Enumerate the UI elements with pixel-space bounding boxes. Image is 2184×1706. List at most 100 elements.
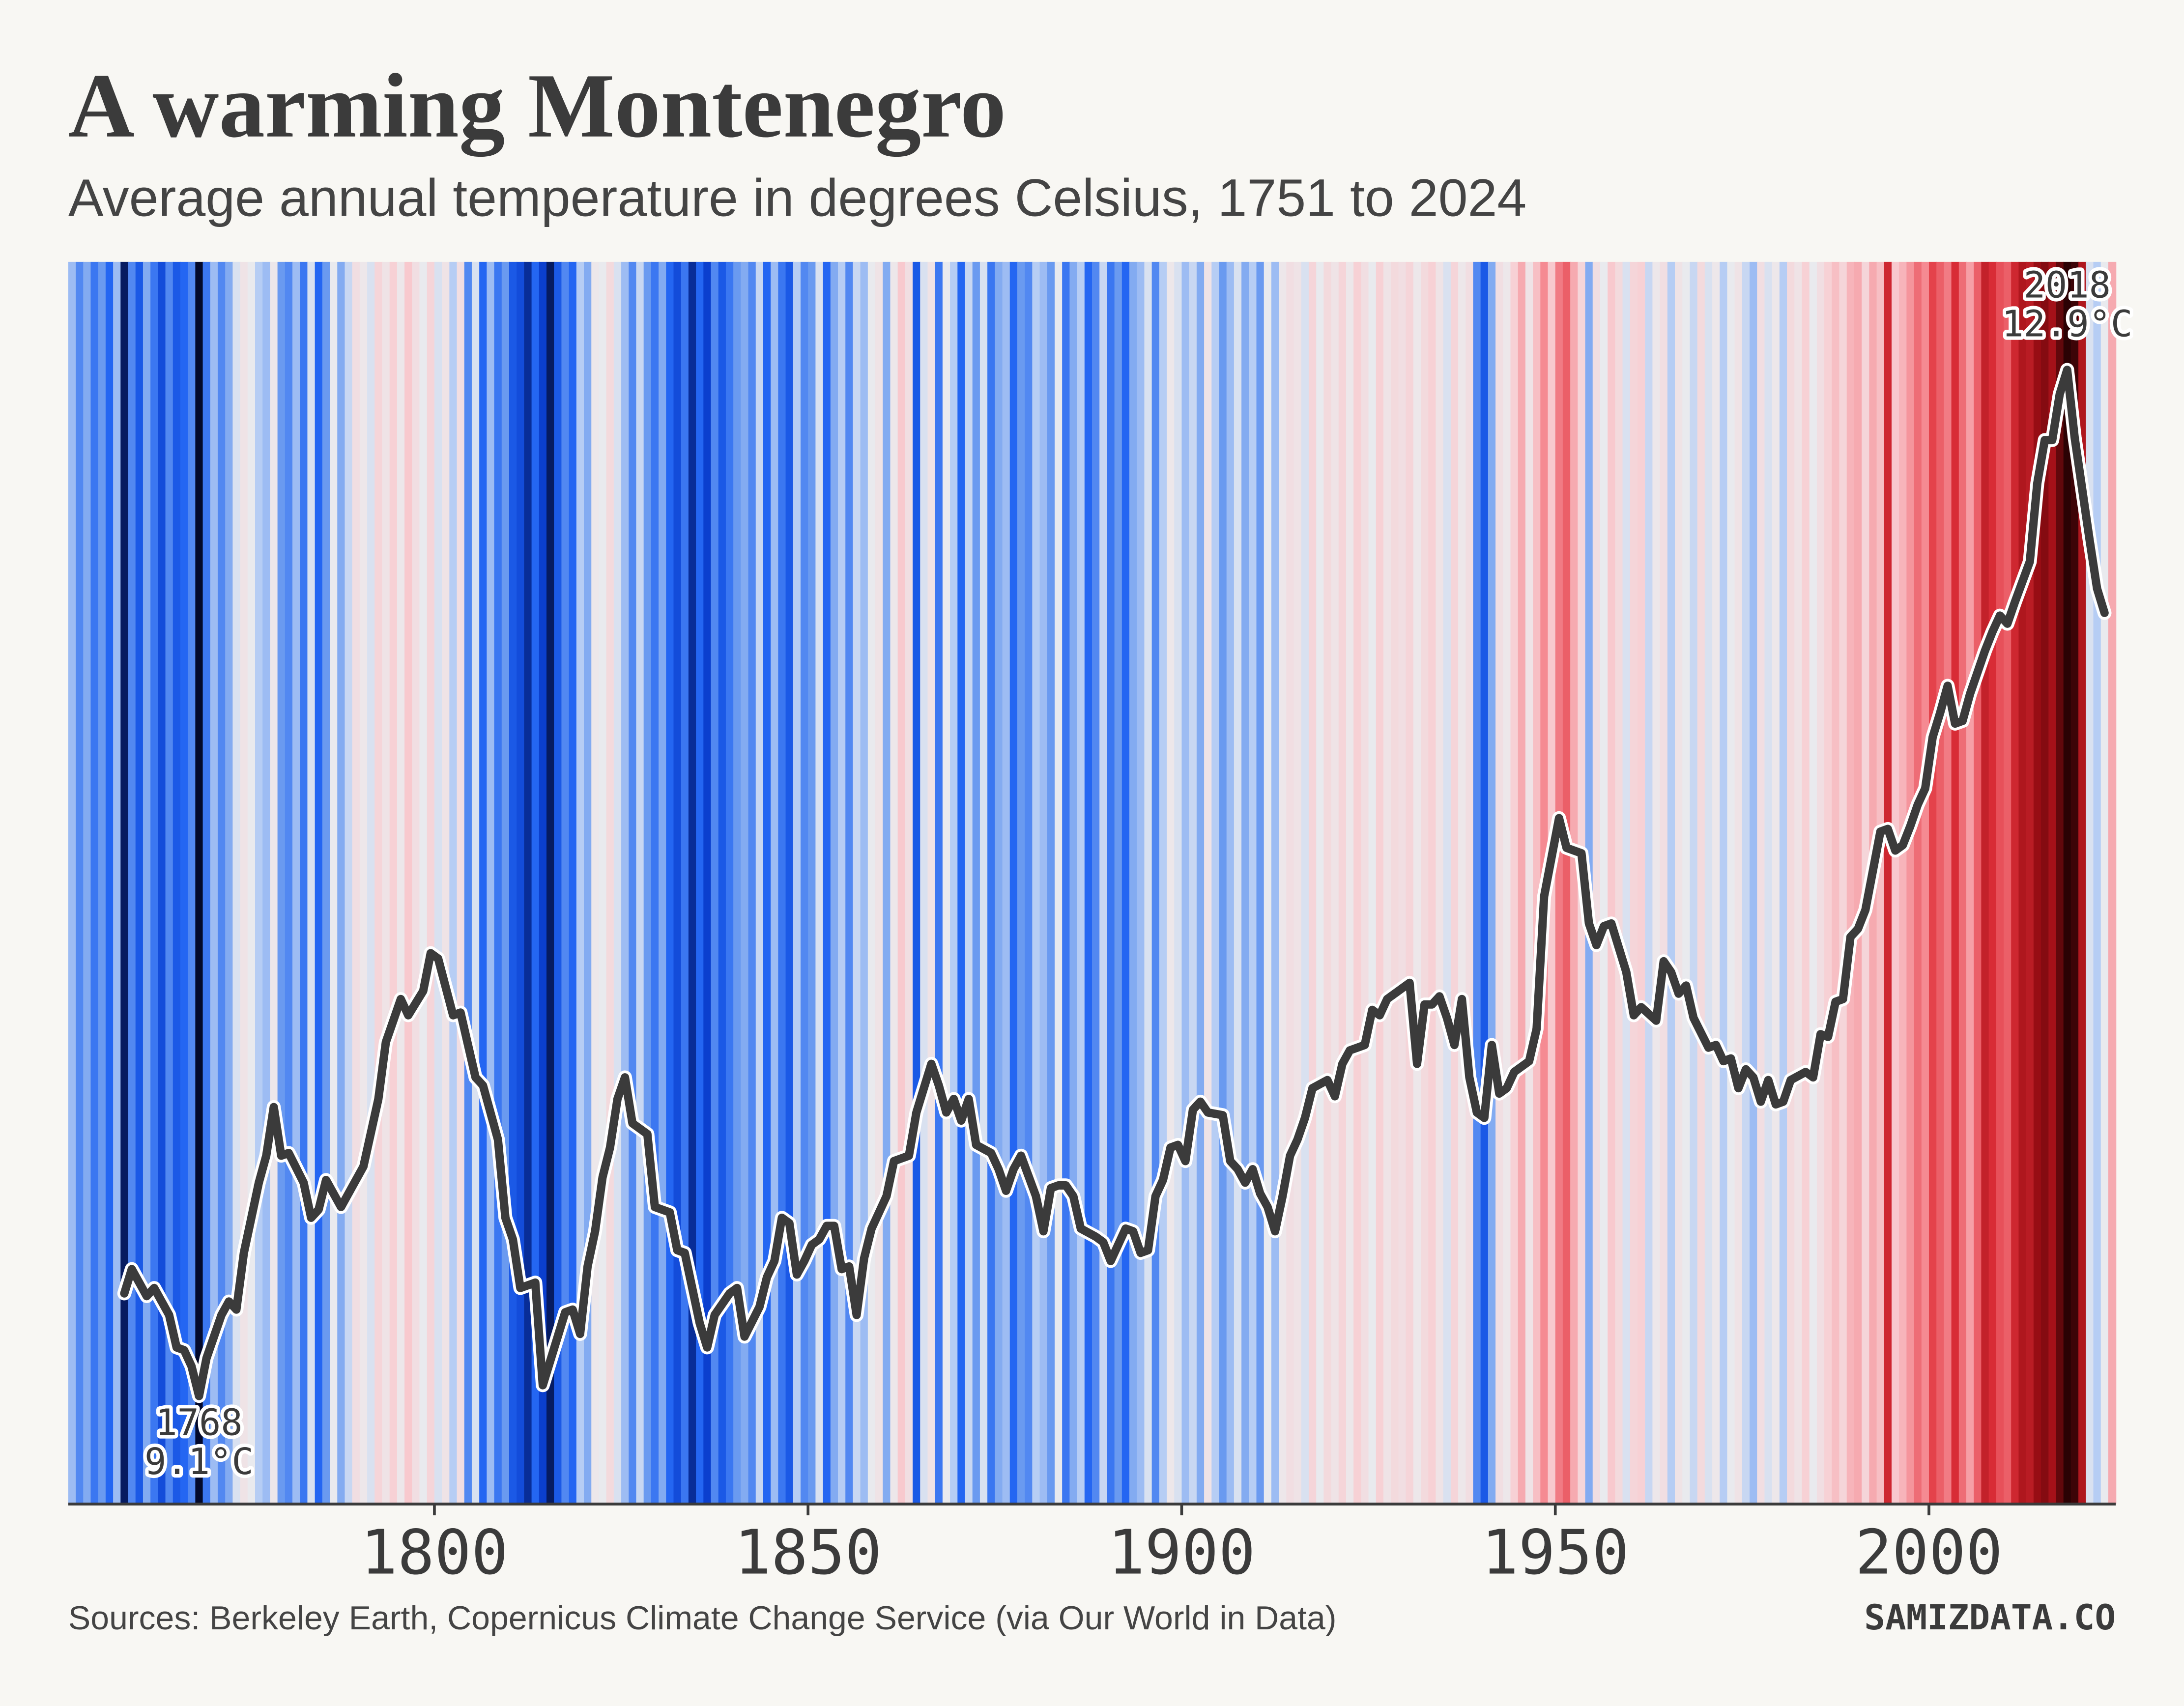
stripe: [1316, 261, 1324, 1504]
stripe: [1121, 261, 1130, 1504]
stripe: [1720, 261, 1728, 1504]
stripe: [1764, 261, 1773, 1504]
stripe: [957, 261, 966, 1504]
line: [120, 366, 2109, 1400]
stripe: [1069, 261, 1078, 1504]
x-tick-label: 1900: [1108, 1517, 1255, 1589]
stripe: [1899, 261, 1907, 1504]
stripe: [771, 261, 779, 1504]
stripe: [232, 261, 241, 1504]
stripe: [845, 261, 854, 1504]
stripe: [1204, 261, 1212, 1504]
stripe: [270, 261, 278, 1504]
stripe: [2004, 261, 2012, 1504]
stripe: [1256, 261, 1264, 1504]
stripe: [1107, 261, 1115, 1504]
stripe: [838, 261, 846, 1504]
stripe: [2086, 261, 2094, 1504]
stripe: [1398, 261, 1407, 1504]
stripe: [1570, 261, 1579, 1504]
stripe: [202, 261, 211, 1504]
stripe: [1667, 261, 1676, 1504]
stripe: [1921, 261, 1930, 1504]
stripe: [554, 261, 562, 1504]
stripe: [1099, 261, 1108, 1504]
stripe: [2108, 261, 2117, 1504]
stripe: [217, 261, 226, 1504]
stripe: [1884, 261, 1893, 1504]
stripe: [2100, 261, 2109, 1504]
stripe: [1974, 261, 1982, 1504]
stripe: [1660, 261, 1668, 1504]
stripe: [240, 261, 248, 1504]
stripe: [666, 261, 674, 1504]
stripe: [1092, 261, 1100, 1504]
stripe: [1988, 261, 1997, 1504]
stripe: [322, 261, 331, 1504]
stripe: [733, 261, 742, 1504]
stripe: [673, 261, 682, 1504]
stripe: [1137, 261, 1145, 1504]
stripe: [1271, 261, 1280, 1504]
chart-subtitle: Average annual temperature in degrees Ce…: [68, 168, 1526, 227]
stripe: [793, 261, 802, 1504]
stripe: [1353, 261, 1362, 1504]
stripe: [1331, 261, 1339, 1504]
stripe: [942, 261, 951, 1504]
stripe: [352, 261, 361, 1504]
stripe: [1226, 261, 1235, 1504]
stripe: [1615, 261, 1623, 1504]
stripe: [1054, 261, 1063, 1504]
stripe: [255, 261, 263, 1504]
stripe: [890, 261, 898, 1504]
stripe: [434, 261, 443, 1504]
stripe: [412, 261, 420, 1504]
stripe: [830, 261, 839, 1504]
stripe: [1495, 261, 1504, 1504]
x-tick-label: 1850: [734, 1517, 882, 1589]
stripe: [501, 261, 510, 1504]
stripe: [1368, 261, 1377, 1504]
stripe: [143, 261, 151, 1504]
stripe: [68, 261, 77, 1504]
stripe: [883, 261, 891, 1504]
stripe: [195, 261, 203, 1504]
stripe: [2078, 261, 2087, 1504]
x-tick-label: 1800: [361, 1517, 508, 1589]
stripe: [1301, 261, 1310, 1504]
stripe: [853, 261, 861, 1504]
stripe: [389, 261, 398, 1504]
stripe: [1518, 261, 1526, 1504]
stripe: [785, 261, 794, 1504]
stripe: [315, 261, 323, 1504]
annotation-year: 1768: [155, 1402, 242, 1444]
stripe: [1846, 261, 1855, 1504]
stripe: [613, 261, 622, 1504]
stripe: [509, 261, 517, 1504]
stripe: [262, 261, 271, 1504]
stripe: [2018, 261, 2027, 1504]
stripe: [330, 261, 338, 1504]
stripe: [1211, 261, 1220, 1504]
stripe: [987, 261, 996, 1504]
stripe: [1936, 261, 1945, 1504]
stripe: [382, 261, 390, 1504]
stripe: [935, 261, 944, 1504]
stripe: [1734, 261, 1743, 1504]
stripe: [1832, 261, 1840, 1504]
stripe: [442, 261, 450, 1504]
brand: SAMIZDATA.CO: [1864, 1597, 2116, 1638]
stripe: [1704, 261, 1713, 1504]
stripe: [1338, 261, 1347, 1504]
stripe: [1914, 261, 1922, 1504]
stripe: [905, 261, 914, 1504]
stripe: [681, 261, 690, 1504]
stripe: [1144, 261, 1152, 1504]
stripe: [621, 261, 630, 1504]
stripe: [524, 261, 532, 1504]
stripe: [247, 261, 256, 1504]
stripe: [1944, 261, 1952, 1504]
